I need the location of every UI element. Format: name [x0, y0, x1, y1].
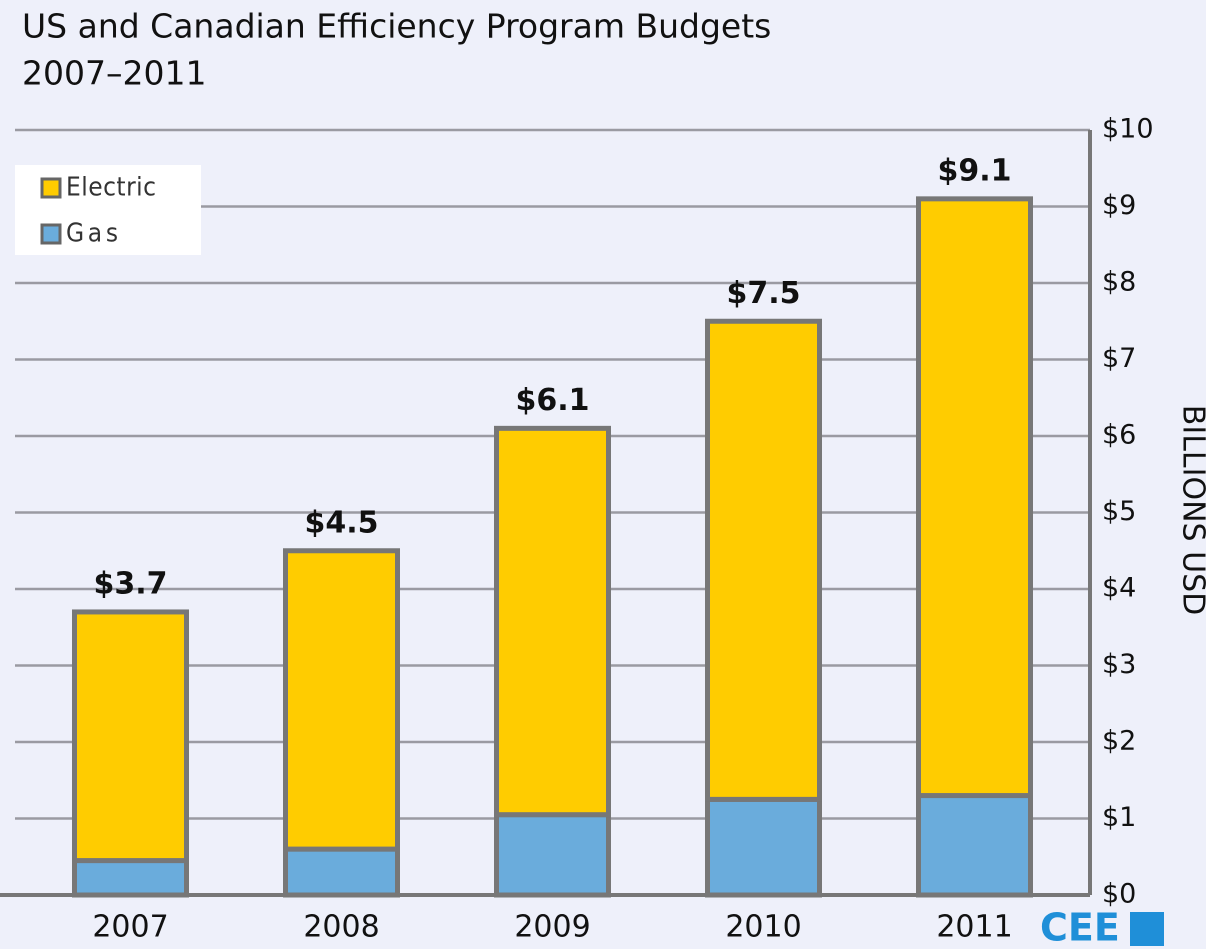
y-tick-label: $1	[1102, 802, 1136, 833]
x-tick-label: 2010	[725, 910, 801, 945]
y-tick-label: $8	[1102, 267, 1136, 298]
y-axis-title: BILLIONS USD	[1176, 405, 1206, 615]
bar-segment	[283, 846, 400, 898]
y-tick-label: $4	[1102, 573, 1136, 604]
legend-swatch	[40, 223, 62, 245]
x-tick-label: 2009	[514, 910, 590, 945]
y-tick-label: $6	[1102, 420, 1136, 451]
x-tick-label: 2011	[936, 910, 1012, 945]
total-label: $4.5	[304, 505, 378, 540]
bar-segment	[72, 858, 189, 898]
chart-subtitle: 2007–2011	[22, 54, 206, 93]
bar-segment	[916, 793, 1033, 898]
y-tick-label: $7	[1102, 343, 1136, 374]
y-tick-label: $5	[1102, 496, 1136, 527]
y-tick-label: $0	[1102, 879, 1136, 910]
legend-label: Gas	[66, 219, 118, 249]
total-label: $9.1	[937, 153, 1011, 188]
legend-label: Electric	[66, 173, 156, 203]
bar-segment	[494, 812, 611, 898]
bar-segment	[705, 796, 822, 898]
x-tick-label: 2008	[303, 910, 379, 945]
bar-segment	[283, 548, 400, 852]
bar-segment	[916, 196, 1033, 799]
bar-segment	[705, 318, 822, 802]
y-tick-label: $10	[1102, 114, 1154, 145]
logo-icon	[1130, 912, 1164, 946]
total-label: $7.5	[726, 276, 800, 311]
total-label: $6.1	[515, 383, 589, 418]
chart-title: US and Canadian Efficiency Program Budge…	[22, 7, 771, 46]
total-label: $3.7	[93, 566, 167, 601]
logo: CEE	[1040, 906, 1120, 949]
y-tick-label: $3	[1102, 649, 1136, 680]
bar-segment	[494, 425, 611, 818]
x-tick-label: 2007	[92, 910, 168, 945]
legend-swatch	[40, 177, 62, 199]
y-tick-label: $2	[1102, 726, 1136, 757]
bar-segment	[72, 609, 189, 864]
y-tick-label: $9	[1102, 190, 1136, 221]
